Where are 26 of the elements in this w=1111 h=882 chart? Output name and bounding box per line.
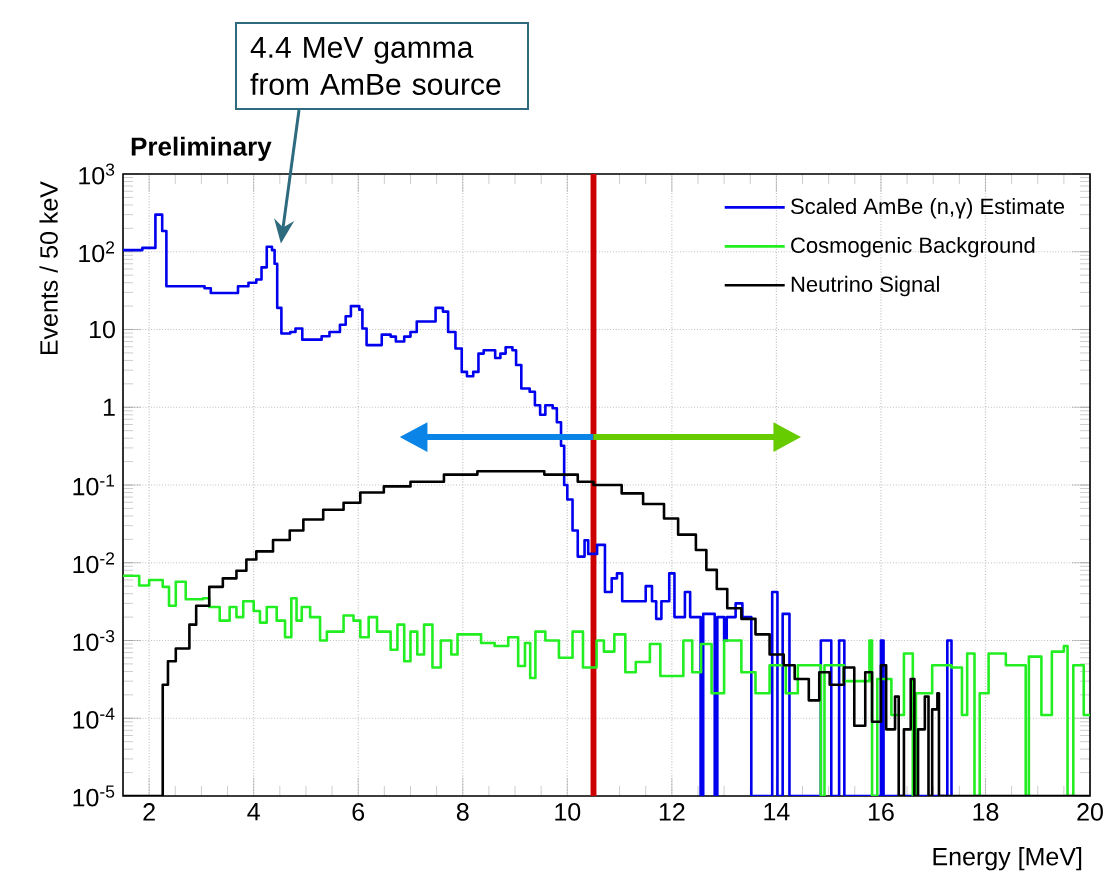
y-tick-label: 1 xyxy=(103,398,115,416)
y-tick-label: 10$^{2}$ xyxy=(79,241,115,263)
x-tick-label: 18 xyxy=(973,803,999,821)
legend-label: Cosmogenic Background xyxy=(791,236,1035,258)
x-tick-label: 16 xyxy=(868,803,894,821)
x-tick-label: 4 xyxy=(247,803,260,821)
y-tick-label: 10$^{-2}$ xyxy=(73,552,115,574)
y-tick-label: 10$^{-5}$ xyxy=(73,785,115,807)
x-tick-label: 8 xyxy=(456,803,469,821)
y-tick-label: 10$^{-1}$ xyxy=(73,474,115,496)
x-tick-label: 6 xyxy=(352,803,365,821)
x-tick-label: 12 xyxy=(659,803,685,821)
x-axis-title: Energy [MeV] xyxy=(933,847,1082,871)
y-tick-label: 10$^{-4}$ xyxy=(73,707,115,729)
x-tick-label: 20 xyxy=(1077,803,1103,821)
y-axis-title: Events / 50 keV xyxy=(39,181,58,355)
legend-label: Neutrino Signal xyxy=(791,275,939,297)
y-tick-label: 10$^{3}$ xyxy=(79,163,115,185)
x-tick-label: 14 xyxy=(764,803,790,821)
y-tick-label: 10 xyxy=(90,320,115,339)
text: 4.4 MeV gamma from AmBe source xyxy=(250,37,501,95)
chart-title: Preliminary xyxy=(131,136,272,161)
x-tick-label: 2 xyxy=(143,803,155,821)
legend-label: Scaled AmBe (n,γ) Estimate xyxy=(791,197,1065,219)
x-tick-label: 10 xyxy=(555,803,581,821)
y-tick-label: 10$^{-3}$ xyxy=(73,629,115,652)
